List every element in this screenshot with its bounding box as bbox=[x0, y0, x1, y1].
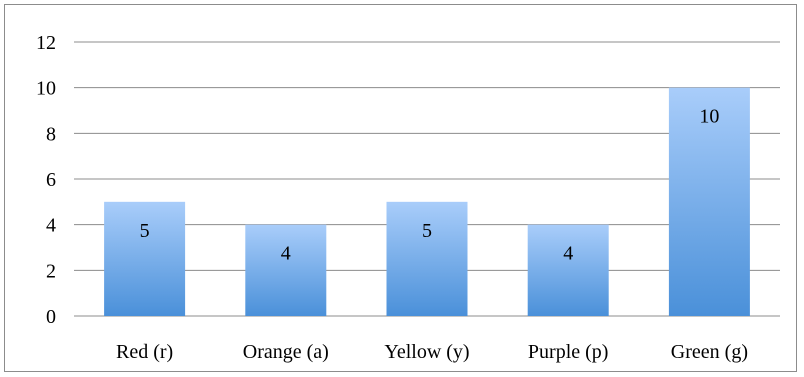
data-label: 4 bbox=[281, 243, 291, 265]
bar-orange-a bbox=[245, 224, 327, 316]
y-tick-label: 10 bbox=[36, 78, 56, 100]
data-label: 5 bbox=[140, 220, 150, 242]
data-label: 5 bbox=[422, 220, 432, 242]
x-tick-label: Yellow (y) bbox=[384, 341, 469, 363]
x-tick-label: Orange (a) bbox=[243, 341, 329, 363]
x-axis-ticks: Red (r) Orange (a) Yellow (y) Purple (p) Gre… bbox=[116, 341, 748, 363]
y-tick-label: 12 bbox=[36, 32, 56, 54]
y-tick-label: 8 bbox=[46, 123, 56, 145]
y-tick-label: 2 bbox=[46, 260, 56, 282]
x-tick-label: Purple (p) bbox=[528, 341, 609, 363]
data-label: 4 bbox=[563, 243, 573, 265]
bar-purple-p bbox=[527, 224, 609, 316]
y-axis-ticks: 0 2 4 6 8 10 12 bbox=[36, 32, 56, 328]
gridlines bbox=[74, 41, 780, 317]
x-tick-label: Green (g) bbox=[671, 341, 748, 363]
bar-red-r bbox=[104, 201, 186, 316]
x-tick-label: Red (r) bbox=[116, 341, 173, 363]
y-tick-label: 0 bbox=[46, 306, 56, 328]
bar-yellow-y bbox=[386, 201, 468, 316]
bars bbox=[104, 87, 750, 317]
data-label: 10 bbox=[699, 106, 719, 128]
bar-green-g bbox=[668, 87, 750, 317]
y-tick-label: 6 bbox=[46, 169, 56, 191]
y-tick-label: 4 bbox=[46, 215, 56, 237]
data-labels: 5 4 5 4 10 bbox=[140, 106, 720, 265]
